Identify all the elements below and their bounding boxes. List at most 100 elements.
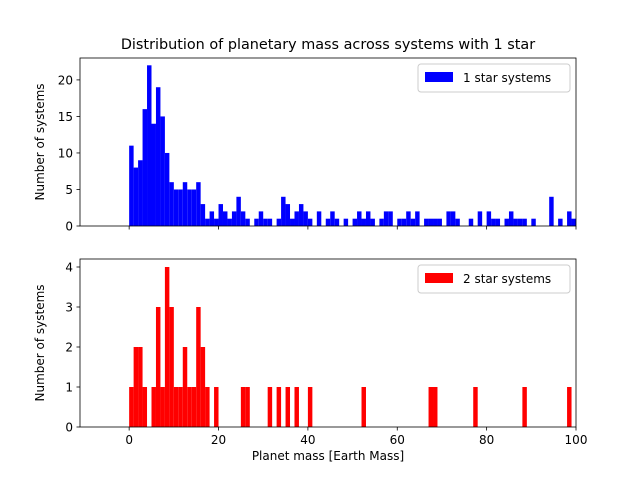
x-tick-label: 40: [300, 433, 315, 447]
y-tick-label: 0: [65, 220, 73, 234]
legend: 2 star systems: [417, 264, 571, 294]
histogram-bar: [379, 218, 384, 226]
histogram-bar: [433, 387, 438, 427]
histogram-bar: [222, 211, 228, 226]
histogram-bar: [155, 307, 161, 427]
histogram-bar: [307, 387, 313, 427]
histogram-bar: [428, 218, 434, 226]
histogram-bar: [424, 218, 429, 226]
histogram-bar: [263, 218, 268, 226]
histogram-bar: [173, 189, 179, 226]
y-tick-label: 20: [58, 73, 73, 87]
histogram-bar: [343, 218, 349, 226]
histogram-bar: [504, 218, 509, 226]
x-tick-label: 20: [211, 433, 226, 447]
histogram-bar: [254, 218, 259, 226]
histogram-bar: [187, 189, 192, 226]
histogram-bar: [151, 387, 156, 427]
histogram-bar: [455, 218, 460, 226]
histogram-bar: [236, 196, 241, 226]
histogram-bar: [316, 211, 322, 226]
histogram-bar: [142, 109, 148, 226]
histogram-bar: [352, 218, 358, 226]
histogram-bar: [406, 211, 411, 226]
histogram-bar: [164, 152, 170, 226]
histogram-bar: [522, 387, 527, 427]
x-tick-label: 80: [479, 433, 494, 447]
y-axis-label: Number of systems: [33, 83, 47, 200]
legend-label: 2 star systems: [463, 272, 551, 286]
histogram-bar: [196, 182, 201, 226]
histogram-bar: [473, 387, 478, 427]
legend-label: 1 star systems: [463, 71, 551, 85]
histogram-bar: [155, 87, 161, 226]
bars: [129, 267, 572, 427]
histogram-bar: [549, 196, 554, 226]
legend-swatch: [425, 273, 453, 283]
histogram-bar: [182, 347, 188, 427]
histogram-bar: [410, 218, 416, 226]
histogram-bar: [205, 387, 210, 427]
legend-box: [417, 63, 571, 93]
x-tick-label: 60: [390, 433, 405, 447]
histogram-bar: [397, 218, 402, 226]
histogram-bar: [267, 218, 273, 226]
histogram-bar: [383, 211, 389, 226]
histogram-bar: [571, 218, 576, 226]
histogram-bar: [138, 160, 143, 226]
histogram-bar: [517, 218, 523, 226]
histogram-bar: [129, 145, 134, 226]
top-chart-panel: 0 5 10 15 20 Number of systems Distribution of…: [33, 37, 577, 234]
histogram-bar: [388, 211, 393, 226]
histogram-bar: [361, 218, 366, 226]
histogram-bar: [173, 387, 179, 427]
histogram-bar: [245, 387, 250, 427]
histogram-bar: [294, 387, 299, 427]
histogram-bar: [169, 182, 174, 226]
histogram-bar: [486, 211, 492, 226]
histogram-bar: [567, 211, 572, 226]
histogram-bar: [513, 218, 518, 226]
y-tick-label: 10: [58, 146, 73, 160]
histogram-bar: [325, 218, 331, 226]
legend-swatch: [425, 72, 453, 82]
histogram-bar: [142, 387, 148, 427]
histogram-bar: [227, 218, 232, 226]
legend: 1 star systems: [417, 63, 571, 93]
histogram-bar: [276, 218, 282, 226]
histogram-bar: [450, 211, 456, 226]
histogram-bar: [200, 347, 206, 427]
histogram-bar: [558, 218, 563, 226]
y-tick-label: 5: [65, 183, 73, 197]
histogram-bar: [209, 211, 215, 226]
histogram-bar: [191, 189, 197, 226]
histogram-bar: [218, 204, 223, 226]
histogram-bar: [133, 347, 139, 427]
histogram-bar: [138, 347, 143, 427]
y-axis-label: Number of systems: [33, 284, 47, 401]
histogram-bar: [214, 387, 219, 427]
histogram-bar: [303, 211, 308, 226]
histogram-bar: [164, 267, 170, 427]
histogram-bar: [330, 211, 335, 226]
histogram-bar: [307, 218, 313, 226]
histogram-bar: [129, 387, 134, 427]
histogram-bar: [567, 387, 572, 427]
histogram-bar: [285, 387, 291, 427]
histogram-bar: [415, 211, 420, 226]
histogram-bar: [357, 211, 362, 226]
histogram-bar: [290, 218, 295, 226]
histogram-bar: [522, 218, 527, 226]
histogram-bar: [361, 387, 366, 427]
histogram-bar: [214, 218, 219, 226]
y-tick-label: 1: [65, 381, 73, 395]
histogram-bar: [531, 218, 536, 226]
histogram-bar: [281, 196, 286, 226]
histogram-bar: [446, 211, 451, 226]
x-axis-label: Planet mass [Earth Mass]: [252, 449, 404, 463]
histogram-bar: [276, 387, 282, 427]
histogram-bar: [187, 387, 192, 427]
histogram-bar: [245, 218, 250, 226]
bottom-chart-panel: 0 20 40 60 80 100 0 1 2 3 4 Number of systems Planet…: [33, 258, 587, 463]
histogram-bar: [365, 211, 371, 226]
